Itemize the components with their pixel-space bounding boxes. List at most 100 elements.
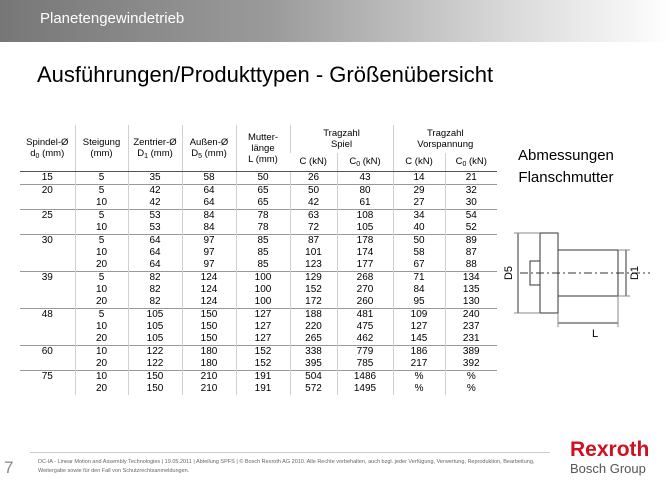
cell: 191 [235, 383, 290, 395]
cell: 177 [336, 259, 394, 272]
column-header: C (kN) [392, 152, 446, 172]
cell: 50 [289, 184, 337, 197]
cell [20, 296, 75, 309]
cell: 60 [20, 345, 75, 358]
column-header: C0 (kN) [336, 152, 394, 172]
cell: 52 [444, 222, 498, 235]
page-number: 7 [4, 458, 14, 477]
cell: 180 [181, 345, 236, 358]
unit: (kN) [414, 156, 433, 168]
table-row: 10 53 84 78 72 105 40 52 [20, 222, 498, 235]
unit: (mm) [42, 148, 65, 159]
cell: 85 [235, 234, 290, 247]
cell: 84 [181, 222, 236, 235]
cell: 87 [289, 234, 337, 247]
cell: 20 [74, 383, 128, 395]
header-line: C0 (kN) [446, 156, 498, 169]
cell: 97 [181, 247, 236, 259]
table-row: 30 5 64 97 85 87 178 50 89 [20, 234, 498, 247]
cell: 785 [336, 358, 394, 371]
cell: 124 [181, 271, 236, 284]
cell: 20 [20, 184, 75, 197]
cell: 5 [74, 234, 128, 247]
unit: (kN) [362, 156, 381, 168]
cell: 64 [127, 234, 182, 247]
symbol: C [299, 156, 307, 168]
cell: 150 [181, 321, 236, 333]
cell: 26 [289, 171, 337, 185]
cell: % [392, 370, 446, 383]
logo-brand: Rexroth [570, 438, 650, 461]
cell: 78 [235, 222, 290, 235]
cell: 82 [127, 271, 182, 284]
size-table: Spindel-Ø d0 (mm) Steigung (mm) Zentrier-Ø D1… [20, 125, 498, 395]
cell: 123 [289, 259, 337, 272]
cell: 152 [289, 284, 337, 296]
index: 0 [356, 161, 361, 169]
cell: 1495 [336, 383, 394, 395]
index: 0 [462, 161, 467, 169]
cell [20, 383, 75, 395]
cell: 10 [74, 345, 128, 358]
cell: 122 [127, 345, 182, 358]
cell: 124 [181, 284, 236, 296]
symbol: C [455, 156, 463, 168]
cell: 270 [336, 284, 394, 296]
cell: 75 [20, 370, 75, 383]
cell: 127 [392, 321, 446, 333]
table-row: 25 5 53 84 78 63 108 34 54 [20, 209, 498, 222]
cell: 220 [289, 321, 337, 333]
cell: 64 [127, 259, 182, 272]
cell [20, 247, 75, 259]
cell: 43 [336, 171, 394, 185]
cell: 14 [392, 171, 446, 185]
index: 0 [35, 153, 40, 160]
table-row: 10 42 64 65 42 61 27 30 [20, 197, 498, 210]
cell: 20 [74, 358, 128, 371]
text: Flanschmutter [518, 169, 614, 186]
cell: 231 [444, 333, 498, 346]
cell: 504 [289, 370, 337, 383]
symbol: D [137, 148, 145, 159]
cell: 105 [127, 308, 182, 321]
header-line: C (kN) [290, 156, 337, 167]
cell: 85 [235, 247, 290, 259]
cell: 65 [235, 184, 290, 197]
table-row: 15 5 35 58 50 26 43 14 21 [20, 171, 498, 185]
cell: 85 [235, 259, 290, 272]
column-header: Außen-Ø D5 (mm) [181, 125, 236, 172]
column-header: Spindel-Ø d0 (mm) [20, 125, 75, 172]
table-row: 10 82 124 100 152 270 84 135 [20, 284, 498, 296]
cell: 30 [444, 197, 498, 210]
cell: 5 [74, 271, 128, 284]
cell: 135 [444, 284, 498, 296]
cell: 10 [74, 222, 128, 235]
group-header: Tragzahl Spiel [289, 125, 394, 153]
cell: 127 [235, 333, 290, 346]
cell [20, 222, 75, 235]
column-header: Mutter-länge L (mm) [235, 125, 290, 172]
cell: 178 [336, 234, 394, 247]
slide-title: Ausführungen/Produkttypen - Größenübersi… [37, 62, 494, 87]
cell: 82 [127, 296, 182, 309]
index: 1 [144, 153, 148, 160]
cell: 42 [289, 197, 337, 210]
table-row: 20 64 97 85 123 177 67 88 [20, 259, 498, 272]
dim-label: D1 [629, 266, 641, 280]
cell: 53 [127, 209, 182, 222]
cell: 25 [20, 209, 75, 222]
dim-label: L [592, 328, 598, 340]
header-line: L (mm) [248, 153, 278, 165]
cell: 82 [127, 284, 182, 296]
cell: 35 [127, 171, 182, 185]
cell: 150 [127, 383, 182, 395]
cell: 779 [336, 345, 394, 358]
header-line: C (kN) [394, 156, 445, 167]
cell: 42 [127, 184, 182, 197]
cell: 100 [235, 284, 290, 296]
cell: 71 [392, 271, 446, 284]
header-line: d0 (mm) [20, 148, 75, 160]
cell: 100 [235, 296, 290, 309]
cell [20, 321, 75, 333]
cell: 10 [74, 247, 128, 259]
